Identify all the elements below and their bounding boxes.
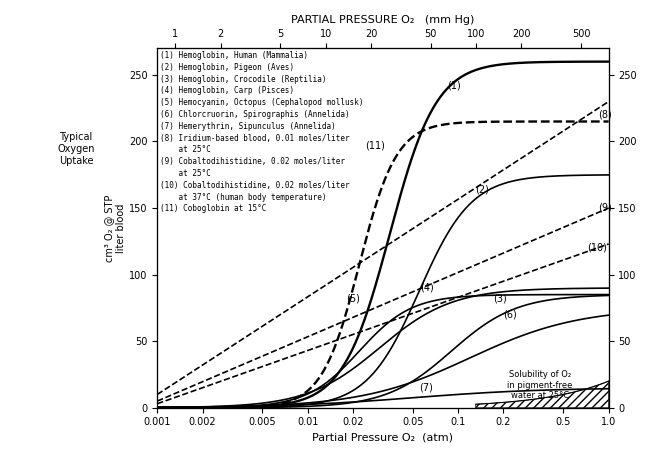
Y-axis label: cm³ O₂ @ STP
liter blood: cm³ O₂ @ STP liter blood bbox=[104, 194, 126, 262]
Text: (9): (9) bbox=[598, 203, 612, 213]
Text: (6): (6) bbox=[503, 309, 517, 319]
Text: Typical
Oxygen
Uptake: Typical Oxygen Uptake bbox=[57, 132, 95, 165]
Text: (8): (8) bbox=[598, 109, 612, 120]
X-axis label: Partial Pressure O₂  (atm): Partial Pressure O₂ (atm) bbox=[312, 433, 454, 443]
Text: (4): (4) bbox=[421, 283, 434, 293]
Text: (1) Hemoglobin, Human (Mammalia)
(2) Hemoglobin, Pigeon (Aves)
(3) Hemoglobin, C: (1) Hemoglobin, Human (Mammalia) (2) Hem… bbox=[160, 51, 364, 213]
Text: (1): (1) bbox=[447, 80, 462, 90]
Text: (5): (5) bbox=[346, 293, 360, 303]
Text: (2): (2) bbox=[475, 184, 489, 194]
Text: (11): (11) bbox=[365, 140, 385, 150]
X-axis label: PARTIAL PRESSURE O₂   (mm Hg): PARTIAL PRESSURE O₂ (mm Hg) bbox=[291, 15, 475, 25]
Text: (10): (10) bbox=[587, 243, 607, 253]
Text: (7): (7) bbox=[419, 382, 433, 393]
Text: Solubility of O₂
in pigment-free
water at 25°C: Solubility of O₂ in pigment-free water a… bbox=[507, 371, 572, 400]
Text: (3): (3) bbox=[493, 293, 507, 303]
